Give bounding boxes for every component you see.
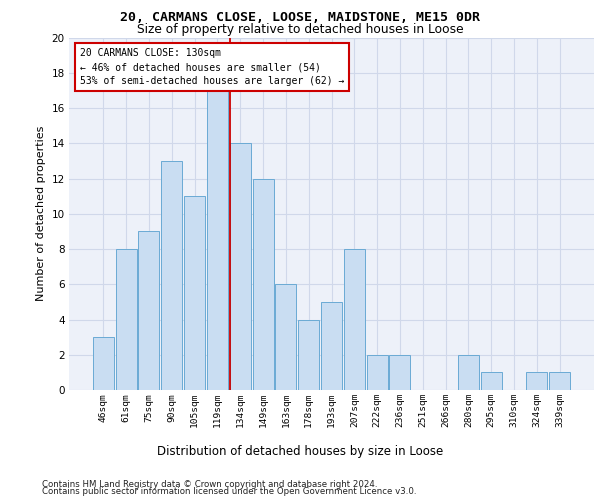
Bar [367, 355, 388, 390]
Bar [549, 372, 570, 390]
Bar [275, 284, 296, 390]
Text: Distribution of detached houses by size in Loose: Distribution of detached houses by size … [157, 444, 443, 458]
Bar [344, 249, 365, 390]
Bar [161, 161, 182, 390]
Bar [458, 355, 479, 390]
Bar [321, 302, 342, 390]
Bar [298, 320, 319, 390]
Text: Contains public sector information licensed under the Open Government Licence v3: Contains public sector information licen… [42, 487, 416, 496]
Text: 20 CARMANS CLOSE: 130sqm
← 46% of detached houses are smaller (54)
53% of semi-d: 20 CARMANS CLOSE: 130sqm ← 46% of detach… [79, 48, 344, 86]
Bar [93, 337, 114, 390]
Bar [116, 249, 137, 390]
Bar [526, 372, 547, 390]
Bar [184, 196, 205, 390]
Bar [253, 178, 274, 390]
Bar [207, 90, 228, 390]
Bar [230, 144, 251, 390]
Bar [389, 355, 410, 390]
Text: 20, CARMANS CLOSE, LOOSE, MAIDSTONE, ME15 0DR: 20, CARMANS CLOSE, LOOSE, MAIDSTONE, ME1… [120, 11, 480, 24]
Bar [481, 372, 502, 390]
Y-axis label: Number of detached properties: Number of detached properties [36, 126, 46, 302]
Text: Size of property relative to detached houses in Loose: Size of property relative to detached ho… [137, 22, 463, 36]
Text: Contains HM Land Registry data © Crown copyright and database right 2024.: Contains HM Land Registry data © Crown c… [42, 480, 377, 489]
Bar [139, 232, 160, 390]
